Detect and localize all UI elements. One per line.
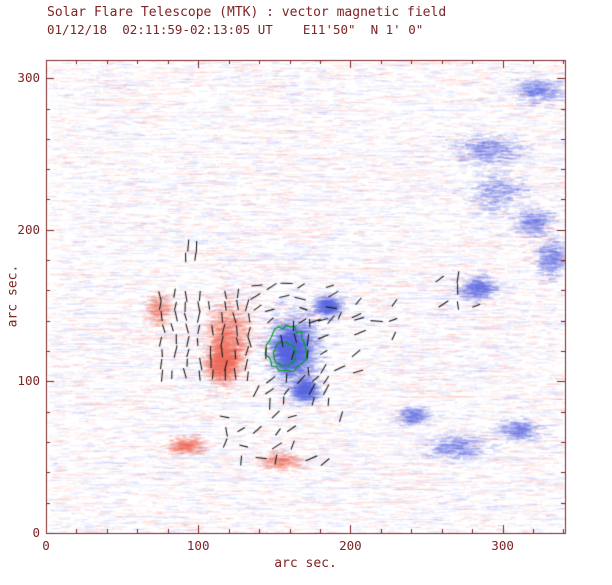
y-tick-label: 0 [32,524,40,540]
plot-subtitle: 01/12/18 02:11:59-02:13:05 UT E11'50" N … [47,22,424,37]
x-tick-label: 100 [186,538,210,553]
plot-title: Solar Flare Telescope (MTK) : vector mag… [47,5,447,20]
y-tick-label: 300 [17,69,40,85]
x-axis-label: arc sec. [274,556,337,571]
y-tick-label: 100 [17,373,40,389]
y-axis-label: arc sec. [5,264,21,328]
x-tick-label: 300 [491,538,514,553]
x-tick-label: 200 [339,538,362,553]
y-tick-label: 200 [17,221,40,237]
x-tick-label: 0 [42,538,50,553]
